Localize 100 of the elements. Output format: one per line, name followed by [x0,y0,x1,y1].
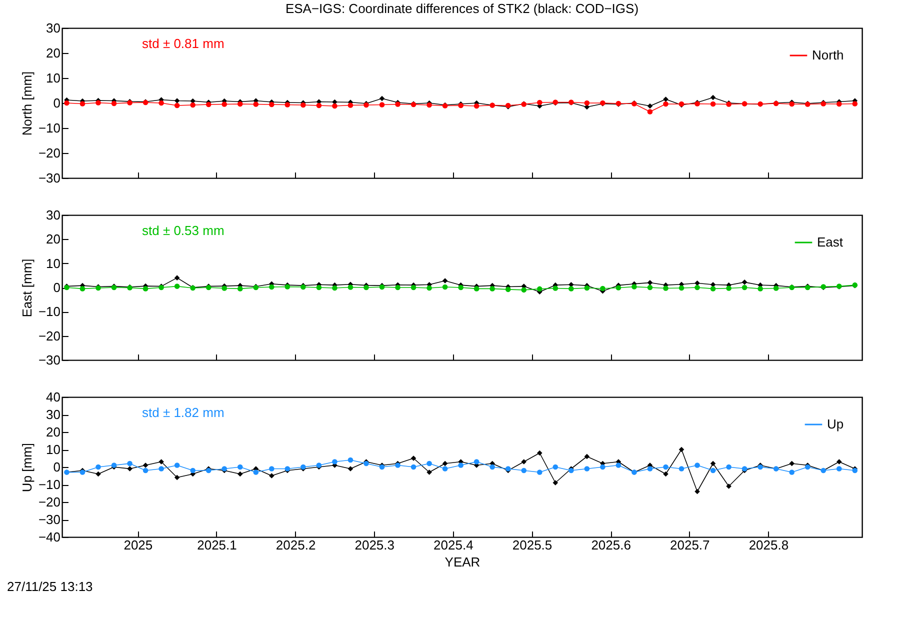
point [458,462,464,468]
legend-label: North [812,48,844,62]
point [773,286,779,291]
y-tick-label: 10 [46,256,60,271]
point [426,470,432,475]
point [647,103,653,109]
point [490,464,495,470]
point [710,468,716,474]
point [442,460,448,466]
point [426,460,432,466]
point [174,462,180,468]
point [269,466,274,472]
annotation: std ± 1.82 mm [142,405,224,420]
point [836,459,842,464]
point [505,286,511,292]
point [852,101,858,106]
point [474,459,480,464]
x-tick-label: 2025.8 [748,538,789,552]
point [253,102,259,107]
point [584,100,590,106]
point [552,464,558,470]
point [663,286,668,291]
point [490,286,495,292]
point [678,446,684,452]
y-axis-title: East [mm] [19,258,34,318]
point [269,473,274,478]
point [647,466,653,472]
point [253,470,259,475]
x-tick-label: 2025.1 [197,538,237,552]
point [442,284,448,290]
x-tick-label: 2025.6 [591,538,631,552]
legend-label: Up [827,416,844,432]
point [789,470,794,475]
y-tick-label: 20 [46,46,60,60]
y-tick-label: 0 [53,96,60,110]
point [332,459,338,464]
point [647,280,653,286]
point [222,102,228,107]
point [552,286,558,291]
point [316,284,322,290]
point [584,285,590,291]
point [710,101,716,107]
y-tick-label: −10 [38,120,60,136]
y-axis-title: Up [mm] [19,442,34,492]
point [568,286,574,292]
point [521,287,527,293]
point [836,101,842,107]
point [395,284,400,290]
x-tick-label: 2025.4 [434,538,474,552]
point [237,101,243,107]
point [726,286,732,291]
point [96,464,101,470]
y-tick-label: 30 [46,20,60,36]
point [111,100,117,106]
point [190,102,196,108]
point [442,466,448,472]
point [348,102,354,108]
point [521,459,527,464]
y-tick-label: 20 [46,232,60,247]
point [237,471,243,477]
x-tick-label: 2025.3 [354,538,394,552]
point [616,462,622,468]
y-tick-label: −10 [38,477,60,492]
point [80,101,86,106]
point [536,450,542,456]
y-tick-label: 30 [46,407,60,422]
point [332,103,338,109]
annotation: std ± 0.81 mm [142,36,224,51]
point [710,286,716,292]
point [694,284,700,290]
point [647,109,653,114]
point [663,101,668,107]
point [379,102,385,108]
point [269,102,274,108]
point [663,96,668,102]
point [536,286,542,292]
y-tick-label: −10 [38,304,60,320]
point [158,466,164,472]
point [836,466,842,472]
point [80,286,86,292]
y-tick-label: −20 [38,328,60,344]
point [410,284,416,290]
point [584,466,590,472]
chart-title: ESA−IGS: Coordinate differences of STK2 (black: COD−IGS) [285,1,639,16]
x-axis-title: YEAR [444,554,480,570]
point [348,284,354,290]
point [710,94,716,100]
y-tick-label: 0 [53,460,60,474]
point [206,102,212,108]
point [332,285,338,291]
point [536,470,542,475]
point [584,454,590,460]
point [348,457,354,463]
y-tick-label: 10 [46,442,60,457]
point [158,459,164,464]
point [64,100,70,106]
x-tick-label: 2025.2 [276,538,316,552]
y-tick-label: 40 [46,390,60,404]
point [222,286,228,291]
point [190,468,196,474]
